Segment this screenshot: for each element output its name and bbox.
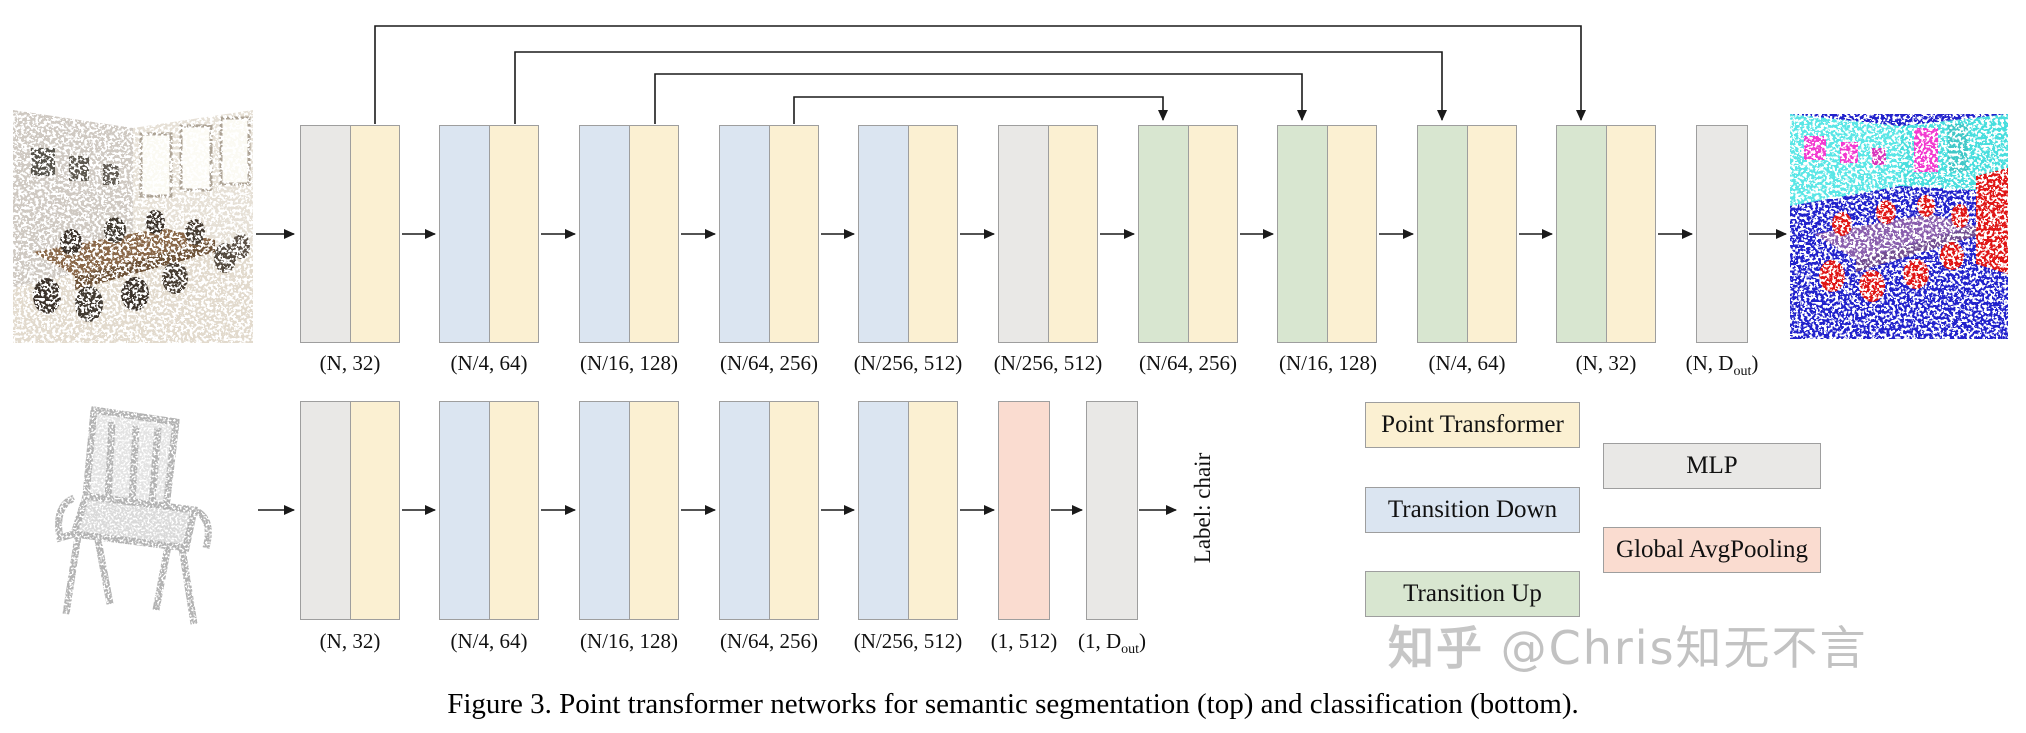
- input-room-pointcloud: [13, 110, 253, 343]
- transition-down-layer: [439, 125, 490, 343]
- seg-block-10: [1556, 125, 1656, 343]
- point-transformer-layer: [488, 401, 539, 620]
- watermark-brand: 知乎: [1388, 621, 1484, 675]
- legend-label: MLP: [1686, 452, 1738, 479]
- dim-label: (N, 32): [319, 351, 381, 375]
- legend-global-avgpooling: Global AvgPooling: [1603, 527, 1821, 573]
- point-transformer-layer: [628, 125, 679, 343]
- dim-label: (N/16, 128): [580, 629, 678, 653]
- room-scene: [13, 110, 253, 343]
- dim-label: (N/64, 256): [720, 351, 818, 375]
- transition-up-layer: [1138, 125, 1189, 343]
- skip-connection-1: [374, 25, 1586, 124]
- transition-down-layer: [858, 125, 909, 343]
- dim-label: (N, 32): [1575, 351, 1637, 375]
- point-transformer-layer: [768, 401, 819, 620]
- cls-block-5: [858, 401, 958, 620]
- transition-down-layer: [579, 125, 630, 343]
- legend-mlp: MLP: [1603, 443, 1821, 489]
- point-transformer-layer: [488, 125, 539, 343]
- point-transformer-layer: [1326, 125, 1377, 343]
- transition-down-layer: [719, 401, 770, 620]
- dim-label: (N/4, 64): [1428, 351, 1506, 375]
- cls-block-6: [998, 401, 1050, 620]
- chair-sketch: [55, 406, 212, 625]
- transition-up-layer: [1277, 125, 1328, 343]
- point-transformer-layer: [349, 125, 400, 343]
- cls-block-1: [300, 401, 400, 620]
- dim-label-output: (1, Dout): [1077, 629, 1147, 658]
- transition-down-layer: [719, 125, 770, 343]
- input-chair-pointcloud: [55, 406, 212, 625]
- transition-down-layer: [579, 401, 630, 620]
- classification-output-label: Label: chair: [1190, 452, 1215, 564]
- point-transformer-layer: [1466, 125, 1517, 343]
- skip-connection-3: [654, 73, 1307, 124]
- point-transformer-layer: [1047, 125, 1098, 343]
- dim-label: (N/256, 512): [853, 351, 963, 375]
- dim-label: (N/16, 128): [1279, 351, 1377, 375]
- point-transformer-layer: [1187, 125, 1238, 343]
- point-transformer-layer: [1605, 125, 1656, 343]
- transition-up-layer: [1417, 125, 1468, 343]
- seg-block-2: [439, 125, 539, 343]
- watermark: 知乎 @Chris知无不言: [1388, 612, 1868, 678]
- dim-label: (N/64, 256): [1139, 351, 1237, 375]
- seg-block-7: [1138, 125, 1238, 343]
- dim-label: (N/4, 64): [450, 629, 528, 653]
- dim-label: (N/64, 256): [720, 629, 818, 653]
- mlp-layer: [300, 401, 351, 620]
- dim-label: (N/256, 512): [853, 629, 963, 653]
- dim-label: (N/16, 128): [580, 351, 678, 375]
- skip-connection-2: [514, 51, 1447, 124]
- seg-block-6: [998, 125, 1098, 343]
- segmented-scene: [1790, 114, 2008, 339]
- dim-label: (N/4, 64): [450, 351, 528, 375]
- point-transformer-layer: [907, 401, 958, 620]
- point-transformer-layer: [349, 401, 400, 620]
- mlp-layer: [998, 125, 1049, 343]
- legend-transition-up: Transition Up: [1365, 571, 1580, 617]
- transition-down-layer: [439, 401, 490, 620]
- legend-label: Global AvgPooling: [1616, 536, 1808, 563]
- cls-block-7: [1086, 401, 1138, 620]
- legend-point-transformer: Point Transformer: [1365, 402, 1580, 448]
- point-transformer-layer: [768, 125, 819, 343]
- legend-label: Transition Up: [1403, 580, 1542, 607]
- watermark-handle: @Chris知无不言: [1500, 621, 1868, 675]
- legend-label: Point Transformer: [1381, 411, 1564, 438]
- legend-label: Transition Down: [1387, 496, 1558, 523]
- transition-down-layer: [858, 401, 909, 620]
- point-transformer-layer: [907, 125, 958, 343]
- seg-block-4: [719, 125, 819, 343]
- dim-label: (N, 32): [319, 629, 381, 653]
- dim-label: (1, 512): [990, 629, 1058, 653]
- cls-block-2: [439, 401, 539, 620]
- legend-transition-down: Transition Down: [1365, 487, 1580, 533]
- cls-block-3: [579, 401, 679, 620]
- figure-caption: Figure 3. Point transformer networks for…: [447, 688, 1579, 720]
- point-transformer-layer: [628, 401, 679, 620]
- dim-label: (N/256, 512): [993, 351, 1103, 375]
- seg-block-5: [858, 125, 958, 343]
- mlp-layer: [1696, 125, 1748, 343]
- seg-block-3: [579, 125, 679, 343]
- mlp-layer: [1086, 401, 1138, 620]
- dim-label-output: (N, Dout): [1685, 351, 1759, 380]
- mlp-layer: [300, 125, 351, 343]
- seg-block-9: [1417, 125, 1517, 343]
- seg-block-11: [1696, 125, 1748, 343]
- global-avgpooling-layer: [998, 401, 1050, 620]
- seg-block-1: [300, 125, 400, 343]
- cls-block-4: [719, 401, 819, 620]
- transition-up-layer: [1556, 125, 1607, 343]
- seg-block-8: [1277, 125, 1377, 343]
- skip-connection-4: [793, 96, 1168, 124]
- output-segmentation-image: [1790, 114, 2008, 339]
